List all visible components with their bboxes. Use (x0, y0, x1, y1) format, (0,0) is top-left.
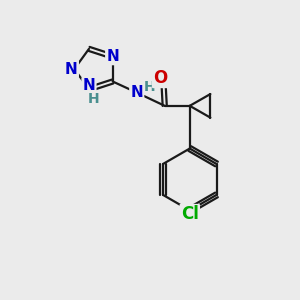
Text: O: O (153, 69, 167, 87)
Text: N: N (82, 78, 95, 93)
Text: N: N (130, 85, 143, 100)
Text: N: N (65, 61, 78, 76)
Text: H: H (88, 92, 99, 106)
Text: N: N (106, 49, 119, 64)
Text: H: H (143, 80, 155, 94)
Text: Cl: Cl (181, 205, 199, 223)
